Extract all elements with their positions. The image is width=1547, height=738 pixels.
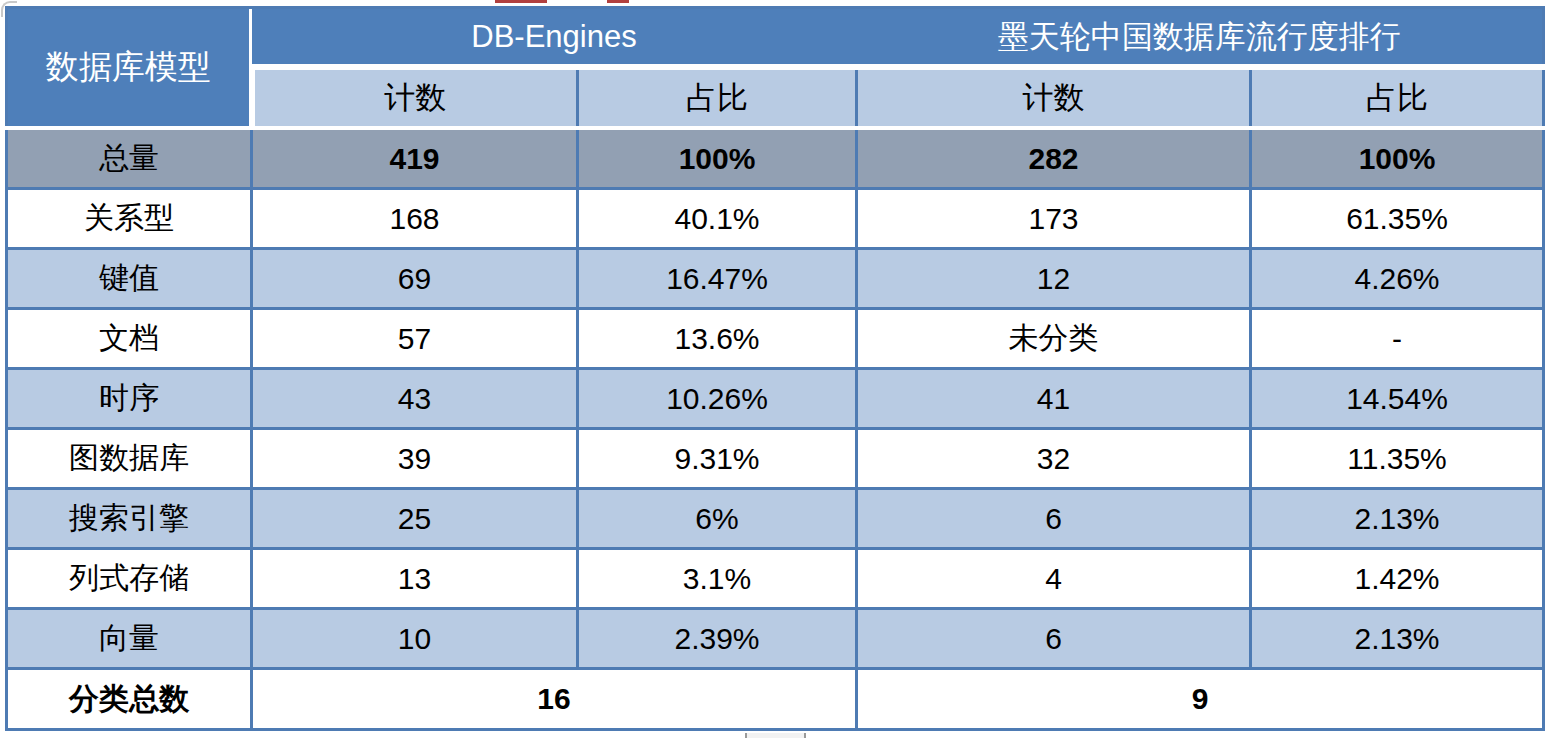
row-label: 搜索引擎	[7, 489, 252, 549]
footer-motianlun-category-total: 9	[857, 669, 1544, 730]
table-row: 时序 43 10.26% 41 14.54%	[7, 369, 1544, 429]
cell-db-engines-share: 2.39%	[578, 609, 857, 669]
table-row: 键值 69 16.47% 12 4.26%	[7, 249, 1544, 309]
header-row-groups: 数据库模型 DB-Engines 墨天轮中国数据库流行度排行	[7, 8, 1544, 68]
row-label: 向量	[7, 609, 252, 669]
cell-db-engines-share: 9.31%	[578, 429, 857, 489]
cell-db-engines-count: 39	[252, 429, 578, 489]
cell-db-engines-share: 100%	[578, 128, 857, 189]
cell-db-engines-count: 13	[252, 549, 578, 609]
subheader-db-engines-share: 占比	[578, 67, 857, 128]
screenshot-corner-artifact	[1, 1, 17, 17]
database-model-comparison-table: 数据库模型 DB-Engines 墨天轮中国数据库流行度排行 计数 占比 计数 …	[5, 6, 1545, 731]
row-label: 图数据库	[7, 429, 252, 489]
cell-motianlun-share: 4.26%	[1251, 249, 1544, 309]
cell-motianlun-share: 61.35%	[1251, 189, 1544, 249]
cell-motianlun-share: 2.13%	[1251, 609, 1544, 669]
table-row-category-totals: 分类总数 16 9	[7, 669, 1544, 730]
footer-db-engines-category-total: 16	[252, 669, 857, 730]
header-cell-motianlun: 墨天轮中国数据库流行度排行	[857, 8, 1544, 68]
table-row: 关系型 168 40.1% 173 61.35%	[7, 189, 1544, 249]
cropped-text-artifact	[607, 0, 629, 3]
cell-db-engines-count: 419	[252, 128, 578, 189]
cell-motianlun-count: 6	[857, 489, 1251, 549]
table-row: 向量 10 2.39% 6 2.13%	[7, 609, 1544, 669]
table-row: 搜索引擎 25 6% 6 2.13%	[7, 489, 1544, 549]
cell-motianlun-count: 6	[857, 609, 1251, 669]
subheader-db-engines-count: 计数	[252, 67, 578, 128]
cell-db-engines-share: 13.6%	[578, 309, 857, 369]
cell-motianlun-count: 32	[857, 429, 1251, 489]
row-label: 列式存储	[7, 549, 252, 609]
table-row: 列式存储 13 3.1% 4 1.42%	[7, 549, 1544, 609]
footer-label: 分类总数	[7, 669, 252, 730]
cell-db-engines-count: 168	[252, 189, 578, 249]
table-row-total: 总量 419 100% 282 100%	[7, 128, 1544, 189]
cell-db-engines-share: 10.26%	[578, 369, 857, 429]
cell-motianlun-share: 14.54%	[1251, 369, 1544, 429]
header-cell-db-engines: DB-Engines	[252, 8, 857, 68]
row-label: 总量	[7, 128, 252, 189]
cell-db-engines-share: 40.1%	[578, 189, 857, 249]
cell-db-engines-count: 43	[252, 369, 578, 429]
cell-motianlun-share: 11.35%	[1251, 429, 1544, 489]
cell-db-engines-count: 10	[252, 609, 578, 669]
row-label: 时序	[7, 369, 252, 429]
cell-db-engines-share: 3.1%	[578, 549, 857, 609]
cell-motianlun-count: 4	[857, 549, 1251, 609]
row-label: 关系型	[7, 189, 252, 249]
cell-motianlun-count: 12	[857, 249, 1251, 309]
cell-db-engines-count: 69	[252, 249, 578, 309]
cell-motianlun-count: 173	[857, 189, 1251, 249]
cell-motianlun-count: 41	[857, 369, 1251, 429]
cell-motianlun-share: -	[1251, 309, 1544, 369]
cell-db-engines-count: 25	[252, 489, 578, 549]
row-label: 文档	[7, 309, 252, 369]
subheader-motianlun-share: 占比	[1251, 67, 1544, 128]
cell-motianlun-share: 2.13%	[1251, 489, 1544, 549]
table-row: 文档 57 13.6% 未分类 -	[7, 309, 1544, 369]
row-label: 键值	[7, 249, 252, 309]
cell-db-engines-count: 57	[252, 309, 578, 369]
cell-motianlun-count: 未分类	[857, 309, 1251, 369]
subheader-motianlun-count: 计数	[857, 67, 1251, 128]
scrollbar-artifact[interactable]	[745, 733, 806, 738]
table-row: 图数据库 39 9.31% 32 11.35%	[7, 429, 1544, 489]
cropped-text-artifact	[495, 0, 547, 3]
cell-motianlun-count: 282	[857, 128, 1251, 189]
cell-db-engines-share: 6%	[578, 489, 857, 549]
cell-motianlun-share: 1.42%	[1251, 549, 1544, 609]
cell-db-engines-share: 16.47%	[578, 249, 857, 309]
header-cell-database-model: 数据库模型	[7, 8, 252, 129]
cell-motianlun-share: 100%	[1251, 128, 1544, 189]
